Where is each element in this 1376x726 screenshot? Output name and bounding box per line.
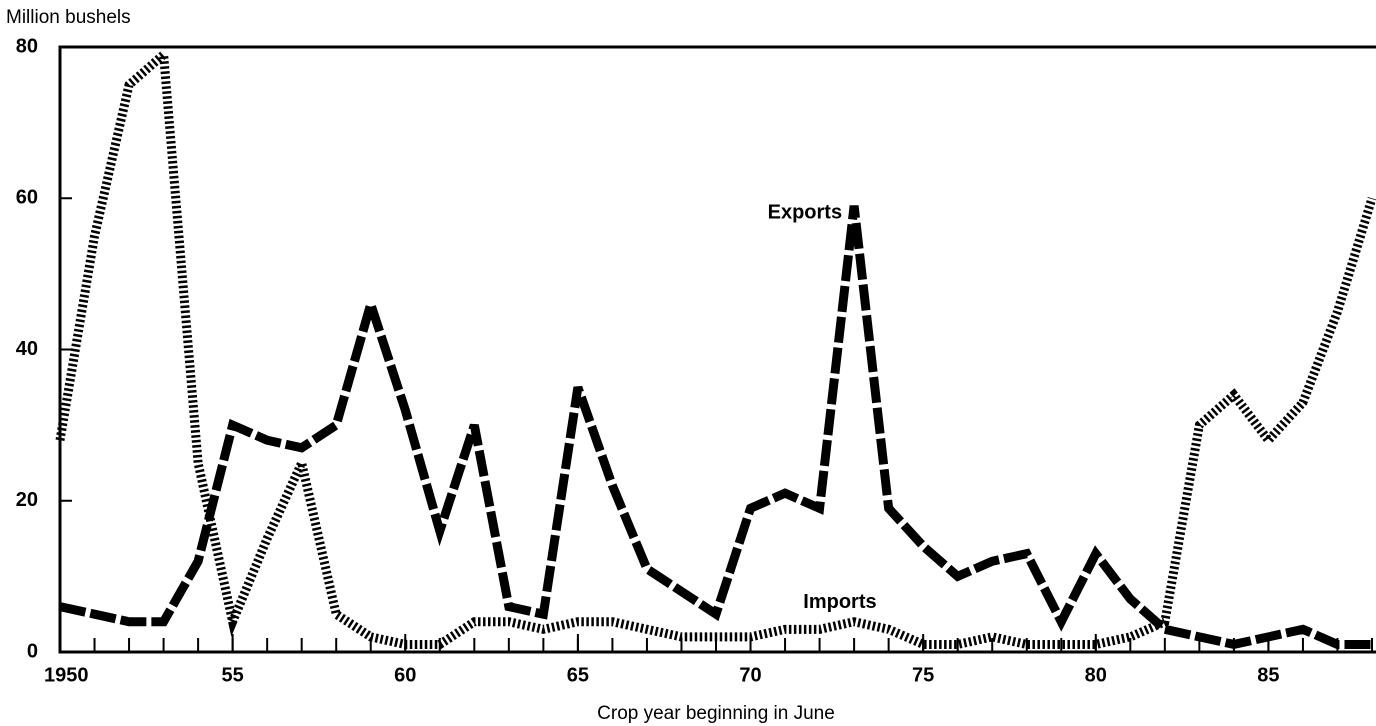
- x-tick-label: 85: [1257, 664, 1279, 686]
- y-tick-label: 20: [16, 489, 38, 511]
- y-tick-label: 80: [16, 35, 38, 57]
- series-annotation: Exports: [768, 202, 842, 224]
- x-tick-label: 1950: [44, 664, 89, 686]
- series-line: [55, 45, 1376, 649]
- x-tick-label: 55: [222, 664, 244, 686]
- x-tick-label: 75: [912, 664, 934, 686]
- y-axis-title: Million bushels: [6, 7, 131, 28]
- y-tick-label: 40: [16, 338, 38, 360]
- x-tick-label: 60: [394, 664, 416, 686]
- series-annotation: Imports: [803, 591, 876, 613]
- x-axis-title: Crop year beginning in June: [597, 703, 835, 724]
- y-tick-label: 0: [27, 640, 38, 662]
- x-tick-label: 80: [1085, 664, 1107, 686]
- series-line: [59, 205, 1372, 650]
- y-tick-label: 60: [16, 187, 38, 209]
- x-tick-label: 70: [739, 664, 761, 686]
- x-tick-label: 65: [567, 664, 589, 686]
